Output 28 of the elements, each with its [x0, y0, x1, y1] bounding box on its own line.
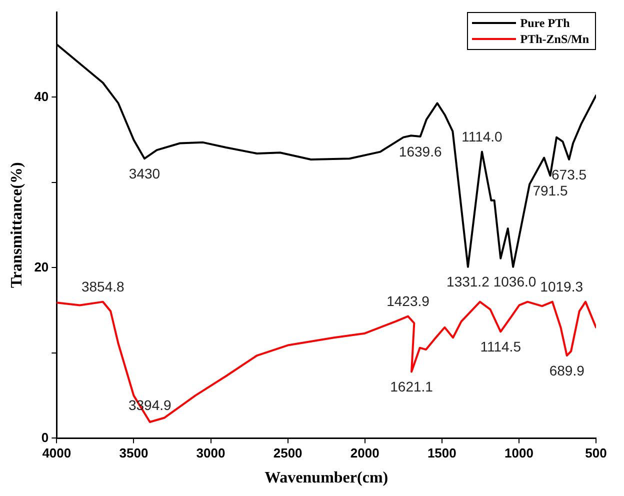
x-axis-title: Wavenumber(cm)	[264, 470, 388, 487]
x-tick-label: 4000	[42, 446, 72, 461]
annotation: 689.9	[549, 362, 585, 378]
x-tick-label: 1000	[504, 446, 534, 461]
y-axis-title: Transmittance(%)	[8, 162, 26, 288]
annotation: 1036.0	[493, 274, 536, 290]
annotation: 3430	[128, 165, 160, 182]
y-tick-label: 40	[34, 88, 49, 104]
x-tick-label: 3000	[196, 446, 226, 461]
x-tick-label: 2000	[350, 446, 380, 461]
legend-label: PTh-ZnS/Mn	[520, 32, 589, 46]
x-tick-label: 2500	[273, 446, 302, 461]
annotation: 3854.8	[81, 278, 125, 295]
annotation: 1423.9	[386, 293, 430, 310]
y-tick-label: 20	[34, 259, 49, 274]
x-tick-label: 3500	[119, 446, 148, 461]
x-tick-label: 1500	[427, 446, 456, 461]
annotation: 673.5	[552, 166, 587, 182]
y-tick-label: 0	[41, 430, 49, 445]
annotation: 1621.1	[390, 378, 434, 395]
annotation: 1114.5	[480, 338, 522, 355]
legend-label: Pure PTh	[520, 16, 570, 30]
annotation: 1331.2	[446, 274, 490, 290]
annotation: 1114.0	[462, 128, 503, 145]
annotation: 1019.3	[540, 278, 584, 295]
x-tick-label: 500	[585, 446, 607, 461]
annotation: 791.5	[532, 182, 568, 199]
annotation: 1639.6	[398, 143, 442, 160]
